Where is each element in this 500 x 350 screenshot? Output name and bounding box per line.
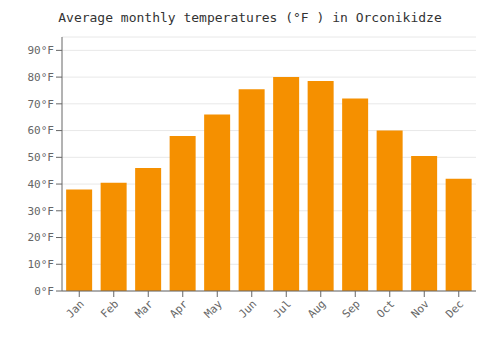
svg-text:30°F: 30°F [28, 205, 55, 218]
svg-text:10°F: 10°F [28, 258, 55, 271]
svg-text:Mar: Mar [133, 297, 157, 321]
svg-text:May: May [202, 297, 226, 321]
svg-text:Feb: Feb [98, 297, 121, 320]
svg-text:60°F: 60°F [28, 124, 55, 137]
svg-text:Oct: Oct [374, 297, 397, 320]
svg-text:Nov: Nov [409, 297, 433, 321]
svg-text:0°F: 0°F [34, 285, 54, 298]
svg-text:70°F: 70°F [28, 98, 55, 111]
svg-text:80°F: 80°F [28, 71, 55, 84]
svg-text:Jan: Jan [64, 297, 87, 320]
svg-text:Apr: Apr [167, 297, 191, 321]
svg-text:50°F: 50°F [28, 151, 55, 164]
svg-text:Sep: Sep [340, 297, 363, 320]
svg-text:Jun: Jun [236, 297, 259, 320]
svg-text:90°F: 90°F [28, 44, 55, 57]
svg-text:Aug: Aug [305, 297, 328, 320]
svg-text:40°F: 40°F [28, 178, 55, 191]
svg-text:Dec: Dec [443, 297, 466, 320]
svg-text:Jul: Jul [271, 297, 294, 320]
svg-text:20°F: 20°F [28, 231, 55, 244]
html-text:Average monthly temperatures (: Average monthly temperatures (°F ) in Or… [58, 10, 442, 25]
